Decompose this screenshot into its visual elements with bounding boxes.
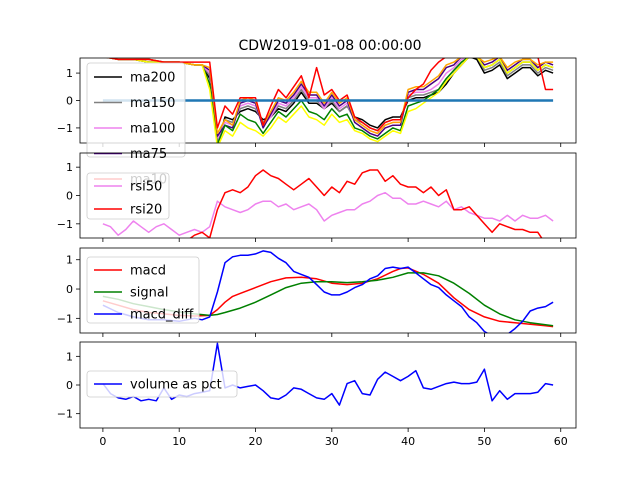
legend-label: signal xyxy=(130,286,168,301)
panel-rsi: 1 0 −1 rsi50 rsi20 xyxy=(57,152,577,242)
legend-label: macd_diff xyxy=(130,308,194,323)
x-tick-label: 50 xyxy=(477,435,491,448)
series-ma10 xyxy=(106,58,554,132)
y-tick-label: 1 xyxy=(66,161,73,174)
x-tick-label: 40 xyxy=(401,435,415,448)
series-rsi50 xyxy=(102,191,554,236)
panel-macd-frame xyxy=(79,247,577,334)
legend-label: ma100 xyxy=(130,122,175,137)
legend-label: macd xyxy=(130,264,166,279)
panel-ma: 10−1ma200ma150ma100ma75ma10 xyxy=(57,57,577,188)
x-tick-label: 10 xyxy=(172,435,186,448)
series-yellow xyxy=(106,58,554,143)
x-tick-label: 0 xyxy=(99,435,106,448)
legend-label: ma150 xyxy=(130,96,175,111)
panel-ma-series xyxy=(102,58,554,143)
legend-macd: macd signal macd_diff xyxy=(86,256,200,324)
x-tick-label: 30 xyxy=(325,435,339,448)
y-tick-label: −1 xyxy=(57,408,73,421)
legend-rsi: rsi50 rsi20 xyxy=(86,172,170,220)
chart-title: CDW2019-01-08 00:00:00 xyxy=(238,38,421,54)
legend-box xyxy=(86,172,170,220)
x-tick-label: 60 xyxy=(554,435,568,448)
legend-label: rsi20 xyxy=(130,203,162,218)
y-tick-label: 0 xyxy=(66,283,73,296)
y-tick-label: 1 xyxy=(66,67,73,80)
legend-label: volume as pct xyxy=(130,378,222,393)
y-tick-label: 0 xyxy=(66,379,73,392)
panel-macd: 1 0 −1 macd signal macd_diff xyxy=(57,247,577,337)
legend-box xyxy=(86,370,238,398)
legend-box xyxy=(86,62,186,158)
y-tick-label: −1 xyxy=(57,218,73,231)
y-tick-label: −1 xyxy=(57,122,73,135)
x-tick-label: 20 xyxy=(249,435,263,448)
series-macd_diff xyxy=(102,250,554,333)
legend-label: ma200 xyxy=(130,71,175,86)
y-tick-label: 0 xyxy=(66,190,73,203)
legend-label: rsi50 xyxy=(130,180,162,195)
y-tick-label: 1 xyxy=(66,254,73,267)
series-rsi20 xyxy=(189,169,543,238)
legend-label: ma75 xyxy=(130,147,167,162)
legend-box xyxy=(86,256,200,324)
y-tick-label: 0 xyxy=(66,95,73,108)
y-tick-label: 1 xyxy=(66,350,73,363)
y-tick-label: −1 xyxy=(57,312,73,325)
legend-volume: volume as pct xyxy=(86,370,238,398)
panel-rsi-series xyxy=(102,169,554,238)
legend-ma: ma200ma150ma100ma75ma10 xyxy=(86,62,186,188)
